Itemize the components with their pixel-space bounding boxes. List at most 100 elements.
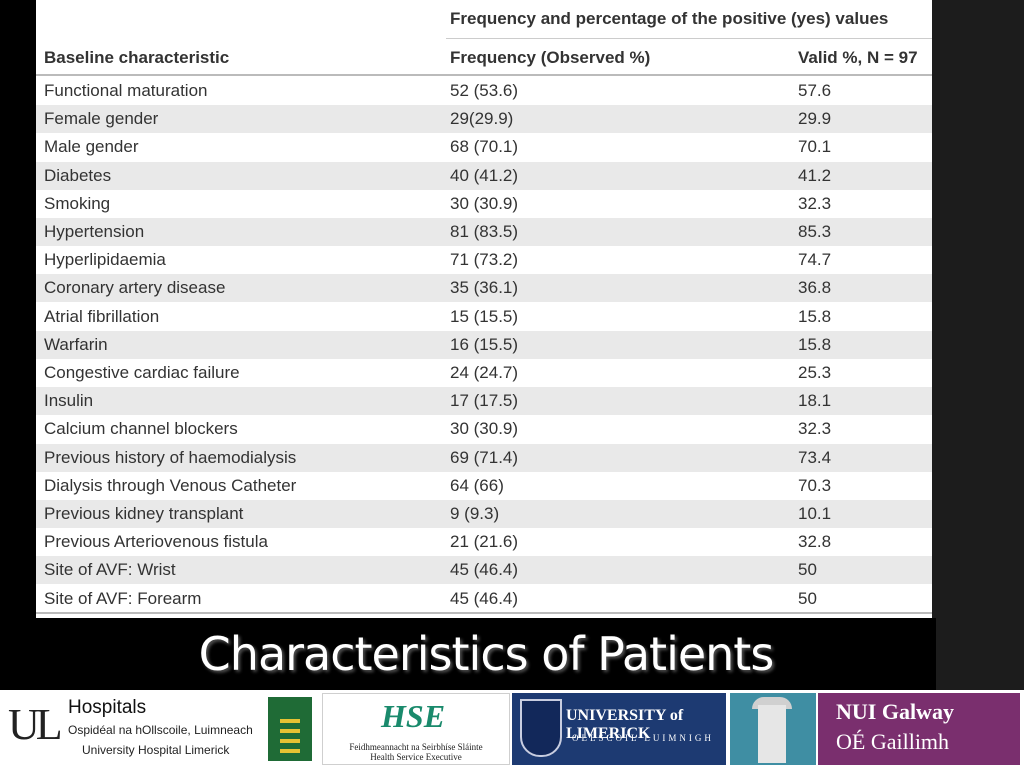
cell-characteristic: Previous Arteriovenous fistula <box>44 532 268 552</box>
header-baseline-characteristic: Baseline characteristic <box>44 48 230 67</box>
table-row: Dialysis through Venous Catheter 64 (66) 7… <box>36 472 932 500</box>
hse-mark: HSE <box>381 698 446 734</box>
cell-valid-percent: 18.1 <box>798 391 832 411</box>
cell-characteristic: Functional maturation <box>44 81 208 100</box>
cell-frequency: 45 (46.4) <box>450 588 519 608</box>
cell-frequency: 68 (70.1) <box>450 137 519 157</box>
left-margin <box>0 0 36 690</box>
cell-valid-percent: 32.3 <box>798 193 832 213</box>
university-of-limerick-logo: UNIVERSITY of LIMERICK OLLSCOIL LUIMNIGH <box>512 693 726 765</box>
ul-logo-english-name: University Hospital Limerick <box>82 743 230 757</box>
cell-frequency: 29(29.9) <box>450 109 514 129</box>
table-row: Coronary artery disease 35 (36.1) 36.8 <box>36 274 932 303</box>
table-row: Female gender 29(29.9) 29.9 <box>36 105 932 134</box>
spanner-rule <box>446 38 932 39</box>
characteristics-table: Frequency and percentage of the positive… <box>36 0 932 618</box>
table-row: Previous Arteriovenous fistula 21 (21.6) 3… <box>36 528 932 556</box>
cell-valid-percent: 36.8 <box>798 278 832 298</box>
header-row: Baseline characteristic Frequency (Obser… <box>36 44 932 74</box>
crest-icon <box>520 699 562 757</box>
slide-title-bar: Characteristics of Patients <box>36 618 936 690</box>
cell-frequency: 15 (15.5) <box>450 306 519 326</box>
cell-frequency: 81 (83.5) <box>450 222 519 241</box>
spanner-header: Frequency and percentage of the positive… <box>450 9 889 28</box>
ul-logo-irish-name: Ospidéal na hOllscoile, Luimneach <box>68 723 253 737</box>
cell-valid-percent: 70.3 <box>798 475 832 495</box>
table-row: Diabetes 40 (41.2) 41.2 <box>36 161 932 190</box>
cell-frequency: 71 (73.2) <box>450 250 519 270</box>
ul-hospitals-logo: UL Hospitals Ospidéal na hOllscoile, Lui… <box>0 693 318 765</box>
table-row: Site of AVF: Forearm 45 (46.4) 50 <box>36 585 932 613</box>
cell-characteristic: Atrial fibrillation <box>44 306 160 326</box>
cell-frequency: 45 (46.4) <box>450 560 519 580</box>
ul-flag-icon <box>268 697 312 761</box>
cell-frequency: 30 (30.9) <box>450 193 519 213</box>
header-rule <box>36 74 932 76</box>
cell-characteristic: Previous kidney transplant <box>44 504 244 523</box>
table-row: Calcium channel blockers 30 (30.9) 32.3 <box>36 415 932 443</box>
cell-characteristic: Hypertension <box>44 222 145 241</box>
table-row: Insulin 17 (17.5) 18.1 <box>36 387 932 416</box>
cell-valid-percent: 15.8 <box>798 306 832 326</box>
cell-valid-percent: 25.3 <box>798 363 832 382</box>
cell-characteristic: Male gender <box>44 137 139 157</box>
cell-frequency: 52 (53.6) <box>450 81 519 100</box>
uolim-name: UNIVERSITY of LIMERICK <box>566 707 684 742</box>
cell-characteristic: Previous history of haemodialysis <box>44 447 297 467</box>
table-row: Warfarin 16 (15.5) 15.8 <box>36 330 932 359</box>
table-row: Functional maturation 52 (53.6) 57.6 <box>36 77 932 105</box>
table-row: Hypertension 81 (83.5) 85.3 <box>36 218 932 246</box>
ul-mark: UL <box>8 700 63 749</box>
nui-galway-irish-name: OÉ Gaillimh <box>836 729 950 754</box>
cell-frequency: 16 (15.5) <box>450 334 519 354</box>
cell-characteristic: Female gender <box>44 109 159 129</box>
cell-frequency: 69 (71.4) <box>450 447 519 467</box>
header-frequency: Frequency (Observed %) <box>450 48 651 67</box>
cell-valid-percent: 41.2 <box>798 165 832 185</box>
cell-characteristic: Site of AVF: Wrist <box>44 560 176 580</box>
table-row: Hyperlipidaemia 71 (73.2) 74.7 <box>36 246 932 274</box>
cell-frequency: 17 (17.5) <box>450 391 519 411</box>
cell-frequency: 24 (24.7) <box>450 363 519 382</box>
cell-characteristic: Dialysis through Venous Catheter <box>44 475 297 495</box>
table-bottom-rule <box>36 612 932 614</box>
cell-valid-percent: 32.3 <box>798 419 832 439</box>
table-row: Previous kidney transplant 9 (9.3) 10.1 <box>36 500 932 528</box>
cell-frequency: 30 (30.9) <box>450 419 519 439</box>
cell-valid-percent: 50 <box>798 588 817 608</box>
cell-characteristic: Diabetes <box>44 165 112 185</box>
slide-title: Characteristics of Patients <box>198 627 775 681</box>
table-row: Male gender 68 (70.1) 70.1 <box>36 133 932 161</box>
cell-characteristic: Coronary artery disease <box>44 278 226 298</box>
tower-icon <box>758 705 786 763</box>
cell-characteristic: Site of AVF: Forearm <box>44 588 202 608</box>
cell-characteristic: Calcium channel blockers <box>44 419 238 439</box>
cell-frequency: 35 (36.1) <box>450 278 519 298</box>
cell-valid-percent: 73.4 <box>798 447 832 467</box>
cell-characteristic: Hyperlipidaemia <box>44 250 166 270</box>
cell-characteristic: Smoking <box>44 193 111 213</box>
cell-valid-percent: 10.1 <box>798 504 832 523</box>
cell-valid-percent: 85.3 <box>798 222 832 241</box>
nui-galway-logo: NUI Galway OÉ Gaillimh <box>818 693 1020 765</box>
cell-frequency: 21 (21.6) <box>450 532 519 552</box>
hse-english-name: Health Service Executive <box>370 752 462 762</box>
header-valid-percent: Valid %, N = 97 <box>798 48 918 67</box>
cell-valid-percent: 15.8 <box>798 334 832 354</box>
cell-characteristic: Congestive cardiac failure <box>44 363 240 382</box>
cell-characteristic: Insulin <box>44 391 94 411</box>
cell-frequency: 40 (41.2) <box>450 165 519 185</box>
cell-characteristic: Warfarin <box>44 334 108 354</box>
table-row: Atrial fibrillation 15 (15.5) 15.8 <box>36 303 932 331</box>
hse-logo: HSE Feidhmeannacht na Seirbhíse Sláinte … <box>322 693 510 765</box>
cell-valid-percent: 50 <box>798 560 817 580</box>
cell-valid-percent: 32.8 <box>798 532 832 552</box>
table-row: Congestive cardiac failure 24 (24.7) 25.3 <box>36 359 932 387</box>
table-row: Site of AVF: Wrist 45 (46.4) 50 <box>36 556 932 585</box>
cell-valid-percent: 29.9 <box>798 109 832 129</box>
cell-frequency: 64 (66) <box>450 475 504 495</box>
table-row: Previous history of haemodialysis 69 (71.… <box>36 443 932 472</box>
logo-strip: UL Hospitals Ospidéal na hOllscoile, Lui… <box>0 690 1024 768</box>
hse-irish-name: Feidhmeannacht na Seirbhíse Sláinte <box>349 742 483 752</box>
nui-galway-name: NUI Galway <box>836 699 954 724</box>
